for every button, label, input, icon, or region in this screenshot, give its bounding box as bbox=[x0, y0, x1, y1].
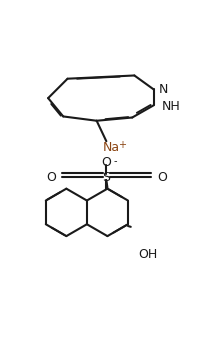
Text: -: - bbox=[113, 156, 117, 166]
Text: O: O bbox=[157, 171, 167, 184]
Text: Na: Na bbox=[103, 140, 120, 154]
Text: OH: OH bbox=[139, 248, 158, 262]
Text: O: O bbox=[101, 156, 111, 169]
Text: O: O bbox=[46, 171, 56, 184]
Text: N: N bbox=[159, 83, 169, 96]
Text: +: + bbox=[118, 140, 126, 150]
Text: NH: NH bbox=[161, 100, 180, 112]
Text: S: S bbox=[102, 171, 110, 184]
